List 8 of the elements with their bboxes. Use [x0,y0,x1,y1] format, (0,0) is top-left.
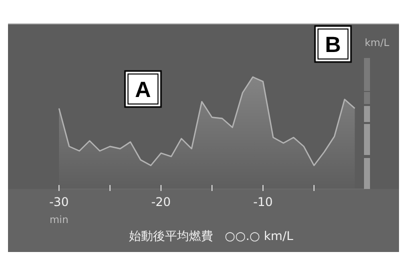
x-axis-title: min [50,215,68,226]
x-tick-label: -10 [253,195,273,209]
text: B [325,32,341,57]
x-tick-label: -20 [151,195,171,209]
annotation: A [135,77,152,102]
text: 始動後平均燃費 ○○.○ km/L [128,229,294,243]
text: km/L [364,38,390,49]
x-tick-label: -30 [49,195,69,209]
